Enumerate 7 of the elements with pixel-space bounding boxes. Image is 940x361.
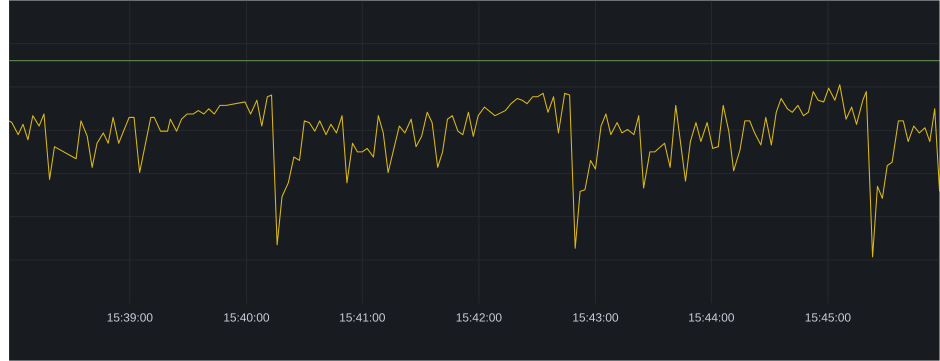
x-tick-label: 15:39:00 — [108, 313, 152, 322]
x-tick-label: 15:42:00 — [456, 313, 502, 322]
x-tick-label: 15:45:00 — [806, 313, 851, 322]
x-tick-label: 15:41:00 — [340, 313, 385, 322]
x-tick-label: 15:44:00 — [689, 313, 734, 322]
x-tick-label: 15:43:00 — [573, 313, 618, 322]
x-tick-label: 15:40:00 — [224, 313, 270, 322]
